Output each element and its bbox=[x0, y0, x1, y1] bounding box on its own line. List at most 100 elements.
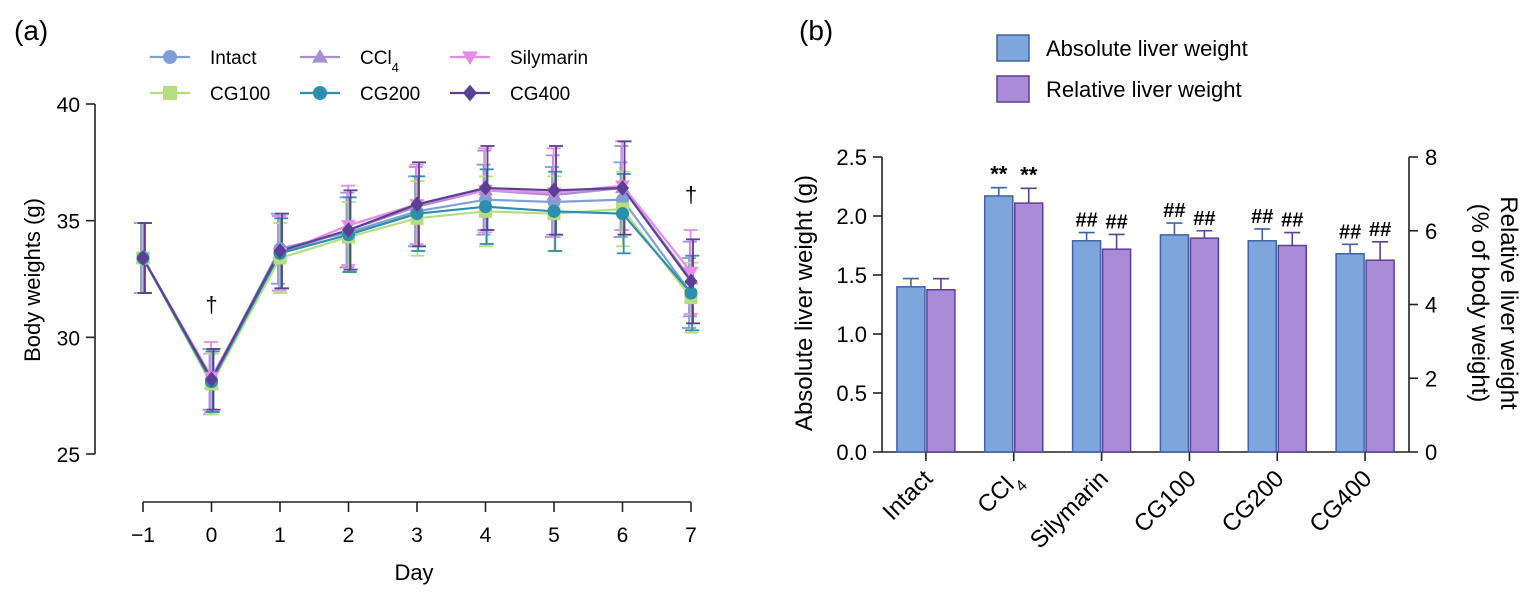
bar bbox=[1365, 259, 1395, 453]
data-point bbox=[479, 200, 492, 214]
data-point bbox=[547, 182, 561, 199]
legend-item: CG100 bbox=[150, 84, 270, 105]
legend-label: Absolute liver weight bbox=[1046, 36, 1248, 61]
panel-a-y-axis-title: Body weights (g) bbox=[20, 198, 45, 362]
significance-label: ## bbox=[1251, 206, 1273, 228]
right-y-tick-label: 8 bbox=[1425, 145, 1437, 170]
panel-b-bars: ** ** ## ## ## ## ## ## ## ## bbox=[896, 162, 1395, 453]
legend-marker bbox=[461, 51, 479, 66]
legend-label: CG100 bbox=[210, 84, 270, 105]
data-point bbox=[410, 196, 424, 213]
significance-label: ## bbox=[1339, 221, 1361, 243]
bar bbox=[984, 195, 1014, 453]
left-y-tick-label: 0.0 bbox=[836, 440, 867, 465]
significance-label: ## bbox=[1369, 219, 1391, 241]
legend-marker bbox=[311, 48, 329, 63]
legend-item: CCl4 bbox=[300, 48, 399, 75]
significance-label: ## bbox=[1163, 200, 1185, 222]
data-point bbox=[273, 243, 287, 259]
data-point bbox=[342, 222, 355, 238]
significance-dagger: † bbox=[685, 182, 697, 207]
significance-label: ## bbox=[1075, 210, 1097, 232]
legend-label: CG400 bbox=[510, 84, 570, 105]
legend-swatch bbox=[996, 34, 1030, 62]
bar bbox=[1101, 248, 1132, 453]
data-point bbox=[136, 250, 150, 266]
significance-label: ** bbox=[990, 162, 1008, 187]
right-y-tick-label: 2 bbox=[1425, 366, 1437, 391]
panel-b-left-y-axis-title: Absolute liver weight (g) bbox=[791, 175, 818, 431]
significance-dagger: † bbox=[205, 292, 217, 317]
data-point bbox=[616, 180, 629, 196]
panel-a-body-weight-chart: (a) Intact CCl4 Silymarin CG100 CG200 CG400 2… bbox=[14, 15, 700, 585]
panel-b-liver-weight-chart: (b) Absolute liver weight Relative liver … bbox=[791, 15, 1522, 554]
panel-a-axes: 25 30 35 40 −1 0 1 2 3 4 5 6 7 bbox=[57, 94, 697, 547]
legend-item: CG400 bbox=[450, 84, 570, 105]
x-tick-label: 5 bbox=[548, 524, 560, 547]
data-point bbox=[683, 266, 699, 280]
y-tick-label: 35 bbox=[57, 211, 80, 234]
data-point bbox=[616, 207, 629, 221]
legend-label: CG200 bbox=[360, 84, 420, 105]
panel-b-right-y-axis-title-line2: (% of body weight) bbox=[1466, 204, 1493, 403]
x-tick-label: 6 bbox=[617, 524, 629, 547]
x-tick-label: 4 bbox=[480, 524, 492, 547]
data-point bbox=[547, 204, 561, 218]
left-y-tick-label: 1.5 bbox=[836, 263, 867, 288]
bar bbox=[1277, 244, 1307, 453]
x-tick-label: CG100 bbox=[1129, 465, 1202, 538]
x-tick-label: 7 bbox=[685, 524, 697, 547]
x-tick-label: CCl4 bbox=[972, 465, 1030, 523]
x-tick-label: 0 bbox=[206, 524, 218, 547]
significance-label: ## bbox=[1281, 210, 1303, 232]
significance-label: ** bbox=[1020, 162, 1038, 187]
legend-label: Intact bbox=[210, 48, 257, 69]
left-y-tick-label: 1.0 bbox=[836, 322, 867, 347]
bar bbox=[1014, 202, 1044, 453]
legend-item: Intact bbox=[150, 48, 257, 69]
data-point bbox=[410, 207, 424, 221]
right-y-tick-label: 6 bbox=[1425, 219, 1437, 244]
bar bbox=[1247, 240, 1277, 453]
data-point bbox=[479, 180, 492, 196]
panel-a-x-axis-title: Day bbox=[394, 560, 433, 585]
panel-a-annotations: †† bbox=[205, 182, 697, 317]
bar bbox=[1159, 234, 1190, 453]
significance-label: ## bbox=[1105, 211, 1127, 233]
x-tick-label: 2 bbox=[343, 524, 355, 547]
data-point bbox=[684, 286, 698, 300]
legend-item: Silymarin bbox=[450, 48, 588, 69]
legend-item: Absolute liver weight bbox=[996, 34, 1248, 62]
legend-label: Silymarin bbox=[510, 48, 588, 69]
right-y-tick-label: 0 bbox=[1425, 440, 1437, 465]
legend-marker bbox=[163, 50, 177, 64]
legend-marker bbox=[163, 86, 177, 100]
panel-a-series bbox=[134, 140, 700, 416]
legend-swatch bbox=[996, 75, 1030, 103]
panel-b-legend: Absolute liver weight Relative liver weig… bbox=[996, 34, 1248, 103]
legend-label: Relative liver weight bbox=[1046, 77, 1242, 102]
panel-b-label: (b) bbox=[799, 15, 833, 46]
y-tick-label: 25 bbox=[57, 444, 80, 467]
bar bbox=[896, 286, 926, 453]
y-tick-label: 40 bbox=[57, 94, 80, 117]
y-tick-label: 30 bbox=[57, 327, 80, 350]
legend-marker bbox=[463, 84, 477, 102]
x-tick-label: 1 bbox=[274, 524, 286, 547]
bar bbox=[1189, 237, 1220, 453]
bar bbox=[1071, 240, 1102, 453]
x-tick-label: CG400 bbox=[1304, 465, 1377, 538]
panel-b-right-y-axis-title-line1: Relative liver weight bbox=[1495, 196, 1522, 410]
left-y-tick-label: 2.0 bbox=[836, 204, 867, 229]
x-tick-label: CG200 bbox=[1217, 465, 1290, 538]
data-point bbox=[684, 273, 698, 290]
bar bbox=[926, 289, 956, 453]
legend-marker bbox=[313, 86, 327, 100]
legend-label: CCl4 bbox=[360, 48, 399, 75]
x-tick-label: Silymarin bbox=[1025, 465, 1114, 554]
left-y-tick-label: 2.5 bbox=[836, 145, 867, 170]
x-tick-label: 3 bbox=[411, 524, 423, 547]
right-y-tick-label: 4 bbox=[1425, 293, 1437, 318]
panel-a-legend: Intact CCl4 Silymarin CG100 CG200 CG400 bbox=[150, 48, 588, 105]
